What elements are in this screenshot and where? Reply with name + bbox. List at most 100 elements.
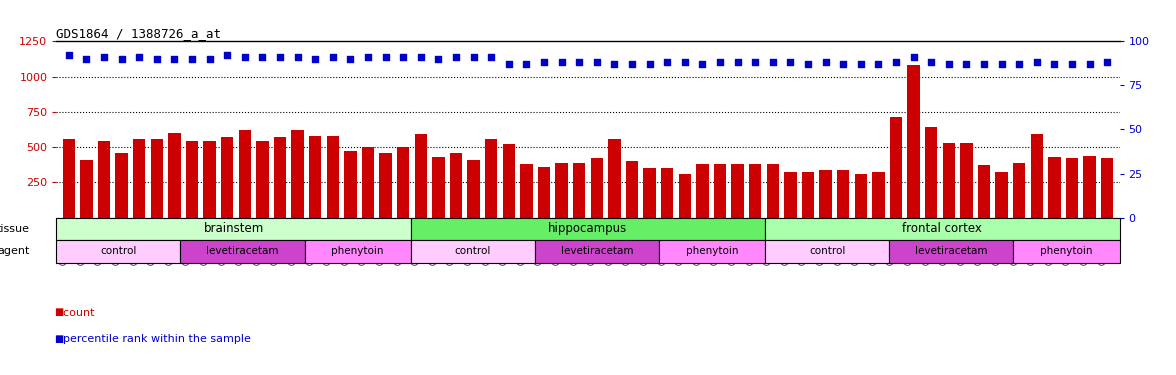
Point [147,56,166,62]
Point [270,54,289,60]
Point [940,61,958,67]
Text: control: control [100,246,136,256]
Bar [345,151,356,217]
Text: levetiracetam: levetiracetam [206,246,279,256]
Bar [643,168,656,217]
Bar [450,153,462,218]
Bar [305,240,410,262]
Bar [433,157,445,218]
Bar [889,240,1014,262]
Text: ■: ■ [54,334,64,344]
Bar [415,134,427,218]
Bar [714,164,726,218]
Bar [873,172,884,217]
Bar [380,153,392,218]
Point [1063,61,1082,67]
Bar [731,164,743,218]
Point [710,59,729,65]
Point [587,59,606,65]
Bar [1030,134,1043,218]
Point [112,56,131,62]
Text: control: control [809,246,846,256]
Bar [168,133,181,218]
Bar [221,137,233,218]
Bar [309,136,321,218]
Bar [186,141,198,218]
Bar [1101,158,1114,218]
Point [235,54,254,60]
Point [957,61,976,67]
Bar [908,65,920,218]
Bar [537,167,550,218]
Point [341,56,360,62]
Point [535,59,554,65]
Bar [555,163,568,218]
Text: tissue: tissue [0,224,29,234]
Text: control: control [455,246,492,256]
Point [746,59,764,65]
Bar [203,141,215,218]
Bar [820,170,831,217]
Point [799,61,817,67]
Text: frontal cortex: frontal cortex [902,222,982,236]
Bar [410,240,535,262]
Point [182,56,201,62]
Bar [802,172,814,217]
Point [887,59,906,65]
Bar [943,143,955,218]
Point [570,59,589,65]
Point [323,54,342,60]
Point [553,59,572,65]
Bar [855,174,867,217]
Bar [327,136,339,218]
Text: levetiracetam: levetiracetam [561,246,633,256]
Point [200,56,219,62]
Text: hippocampus: hippocampus [548,222,628,236]
Point [129,54,148,60]
Point [500,61,519,67]
Bar [995,172,1008,217]
Point [993,61,1011,67]
Bar [961,143,973,218]
Point [465,54,483,60]
Point [482,54,501,60]
Point [447,54,466,60]
Point [1045,61,1064,67]
Point [376,54,395,60]
Bar [410,217,766,240]
Point [728,59,747,65]
Text: ■: ■ [54,308,64,318]
Bar [467,160,480,218]
Point [904,54,923,60]
Bar [133,139,146,218]
Point [975,61,994,67]
Bar [80,160,93,218]
Bar [485,139,497,218]
Point [869,61,888,67]
Bar [256,141,268,218]
Bar [608,139,621,218]
Bar [926,128,937,218]
Point [675,59,694,65]
Bar [520,164,533,218]
Bar [837,170,849,217]
Point [288,54,307,60]
Bar [767,164,779,218]
Point [1010,61,1029,67]
Point [165,56,183,62]
Bar [292,130,303,218]
Bar [535,240,659,262]
Bar [679,174,691,217]
Bar [659,240,766,262]
Point [76,56,95,62]
Point [517,61,536,67]
Point [1098,59,1117,65]
Point [59,53,78,58]
Text: phenytoin: phenytoin [332,246,383,256]
Bar [626,161,639,218]
Bar [274,137,286,218]
Text: percentile rank within the sample: percentile rank within the sample [56,334,252,344]
Point [851,61,870,67]
Point [781,59,800,65]
Point [604,61,623,67]
